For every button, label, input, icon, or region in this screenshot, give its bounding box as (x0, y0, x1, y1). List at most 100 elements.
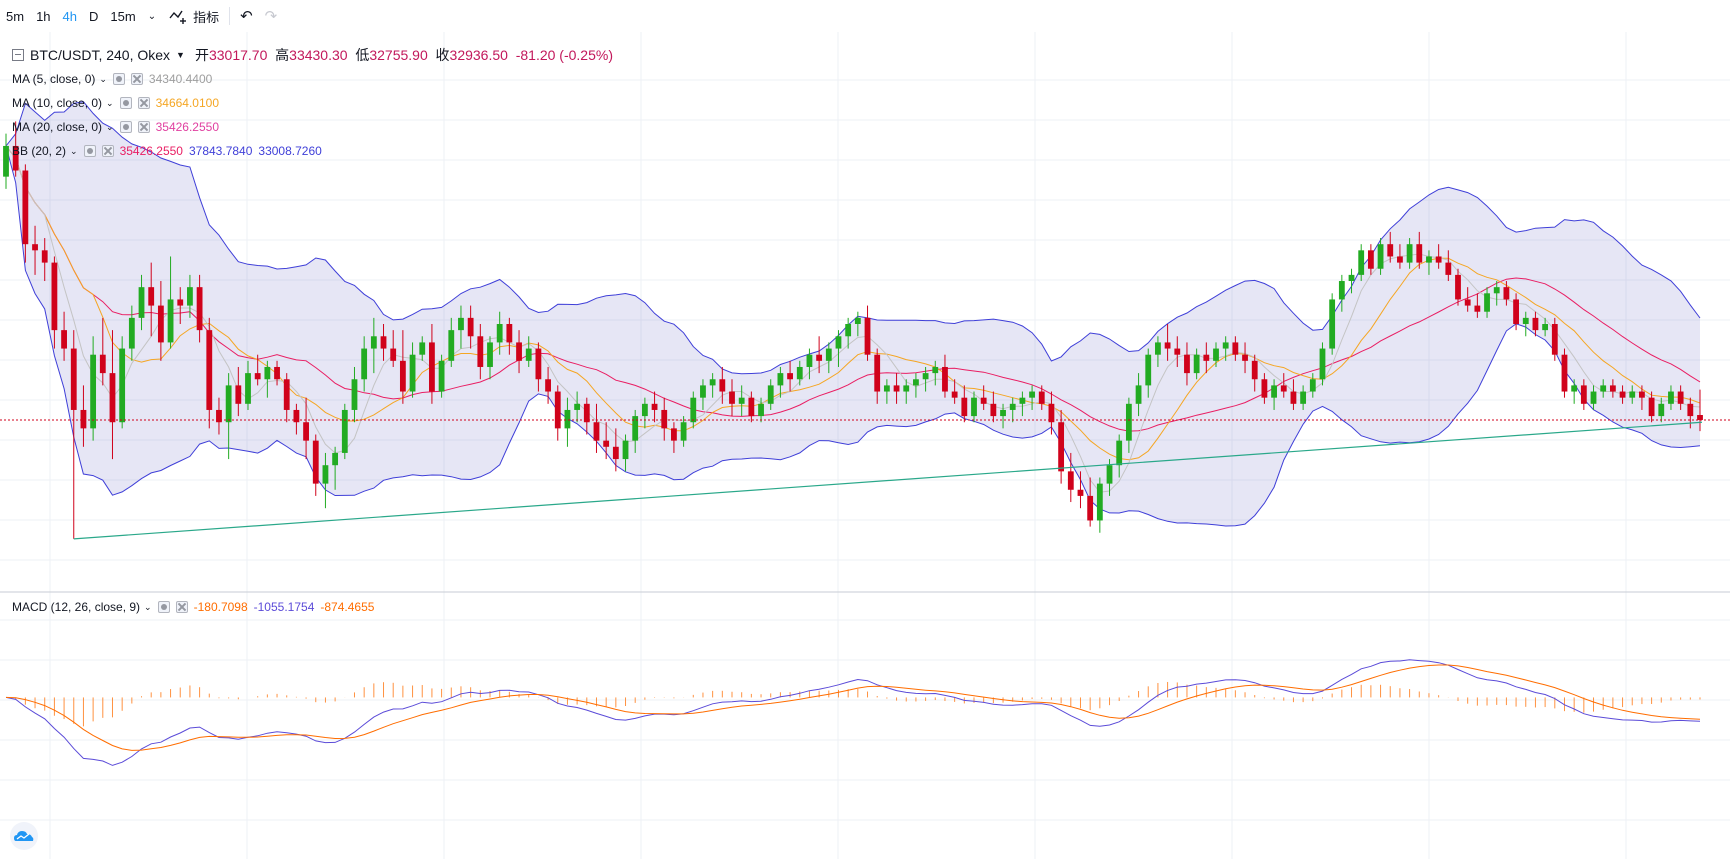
bb-name: BB (20, 2) (12, 144, 67, 158)
candle-body (1609, 385, 1616, 392)
chevron-down-icon[interactable]: ⌄ (106, 97, 114, 108)
chevron-down-icon[interactable]: ⌄ (144, 601, 152, 612)
candle-body (1125, 403, 1132, 441)
candle-body (274, 366, 280, 380)
candle-body (61, 330, 67, 349)
indicators-icon (169, 10, 187, 24)
candle-body (1561, 354, 1568, 392)
candle-body (128, 317, 135, 349)
candle-body (1648, 397, 1655, 417)
ma10-name: MA (10, close, 0) (12, 96, 103, 110)
eye-icon[interactable] (119, 97, 132, 109)
candle-body (1280, 385, 1287, 392)
candle-body (245, 373, 251, 404)
candle-body (729, 391, 735, 404)
chevron-down-icon[interactable]: ⌄ (70, 145, 78, 156)
bb-legend[interactable]: BB (20, 2) ⌄ 35426.2550 37843.7840 33008.… (12, 144, 322, 158)
candle-body (448, 330, 455, 361)
symbol-selector[interactable]: BTC/USDT, 240, Okex ▼ (12, 47, 185, 63)
candle-body (167, 299, 174, 343)
timeframe-4h[interactable]: 4h (62, 8, 77, 24)
candle-body (51, 262, 58, 331)
candle-body (748, 397, 755, 417)
candle-body (1697, 415, 1703, 420)
candle-body (1155, 342, 1161, 355)
candle-body (1416, 244, 1423, 263)
ma20-name: MA (20, close, 0) (12, 120, 103, 134)
open-label: 开 (194, 47, 209, 63)
candle-body (1493, 287, 1500, 294)
timeframe-d[interactable]: D (89, 8, 99, 24)
candle-body (1338, 281, 1345, 300)
candle-body (1542, 324, 1549, 331)
candle-body (1677, 391, 1684, 404)
candle-body (1445, 262, 1452, 275)
timeframe-15m[interactable]: 15m (110, 8, 136, 24)
chevron-down-icon[interactable]: ⌄ (99, 73, 107, 84)
candle-body (787, 373, 793, 380)
candle-body (1106, 465, 1113, 484)
timeframe-1h[interactable]: 1h (36, 8, 51, 24)
tradingview-logo[interactable] (10, 822, 38, 850)
macd-legend[interactable]: MACD (12, 26, close, 9) ⌄ -180.7098 -1055… (12, 600, 374, 614)
redo-icon: ↷ (264, 8, 278, 25)
close-icon[interactable] (137, 121, 150, 133)
candle-body (1551, 324, 1558, 355)
timeframe-5m[interactable]: 5m (6, 8, 25, 24)
toolbar-divider (229, 7, 231, 25)
eye-icon[interactable] (119, 121, 132, 133)
candle-body (951, 391, 958, 398)
candle-body (3, 145, 9, 177)
close-icon[interactable] (130, 73, 143, 85)
macd-name: MACD (12, 26, close, 9) (12, 600, 141, 614)
candle-body (477, 336, 484, 367)
eye-icon[interactable] (83, 145, 96, 157)
candle-body (971, 397, 977, 417)
eye-icon[interactable] (157, 601, 170, 613)
bb-basis-value: 35426.2550 (119, 144, 183, 158)
redo-button[interactable]: ↷ (259, 7, 284, 25)
close-value: 32936.50 (449, 47, 508, 63)
candle-body (980, 397, 987, 404)
candle-body (1135, 385, 1142, 404)
candle-body (1484, 293, 1490, 312)
candle-body (370, 336, 377, 349)
ma5-name: MA (5, close, 0) (12, 72, 96, 86)
close-icon[interactable] (175, 601, 188, 613)
candle-body (922, 373, 929, 380)
timeframe-dropdown[interactable]: ⌄ (142, 11, 162, 22)
macd-signal-line (5, 664, 1701, 751)
candle-body (196, 287, 203, 331)
candle-body (409, 354, 416, 392)
collapse-icon[interactable] (12, 49, 24, 61)
eye-icon[interactable] (112, 73, 125, 85)
high-value: 33430.30 (289, 47, 348, 63)
indicators-button[interactable]: 指标 (162, 7, 225, 26)
candle-body (380, 336, 387, 349)
ma20-legend[interactable]: MA (20, close, 0) ⌄ 35426.2550 (12, 120, 219, 134)
candle-body (390, 348, 397, 361)
ma10-legend[interactable]: MA (10, close, 0) ⌄ 34664.0100 (12, 96, 219, 110)
candle-body (1009, 403, 1016, 410)
candle-body (806, 354, 813, 367)
candle-body (303, 422, 309, 441)
ma5-legend[interactable]: MA (5, close, 0) ⌄ 34340.4400 (12, 72, 212, 86)
ohlc-values: 开33017.70 高33430.30 低32755.90 收32936.50 … (195, 45, 613, 65)
undo-button[interactable]: ↶ (234, 7, 259, 25)
candle-body (1096, 483, 1103, 521)
candle-body (1367, 250, 1374, 269)
candle-body (458, 317, 464, 331)
candle-body (932, 366, 939, 374)
candle-body (1639, 391, 1645, 398)
candle-body (816, 354, 823, 361)
chevron-down-icon[interactable]: ⌄ (106, 121, 114, 132)
candle-body (99, 354, 106, 374)
candle-body (283, 379, 290, 410)
candle-body (942, 366, 948, 392)
close-icon[interactable] (101, 145, 114, 157)
candle-body (990, 403, 997, 417)
candle-body (1522, 317, 1529, 324)
close-icon[interactable] (137, 97, 150, 109)
candle-body (835, 336, 842, 349)
